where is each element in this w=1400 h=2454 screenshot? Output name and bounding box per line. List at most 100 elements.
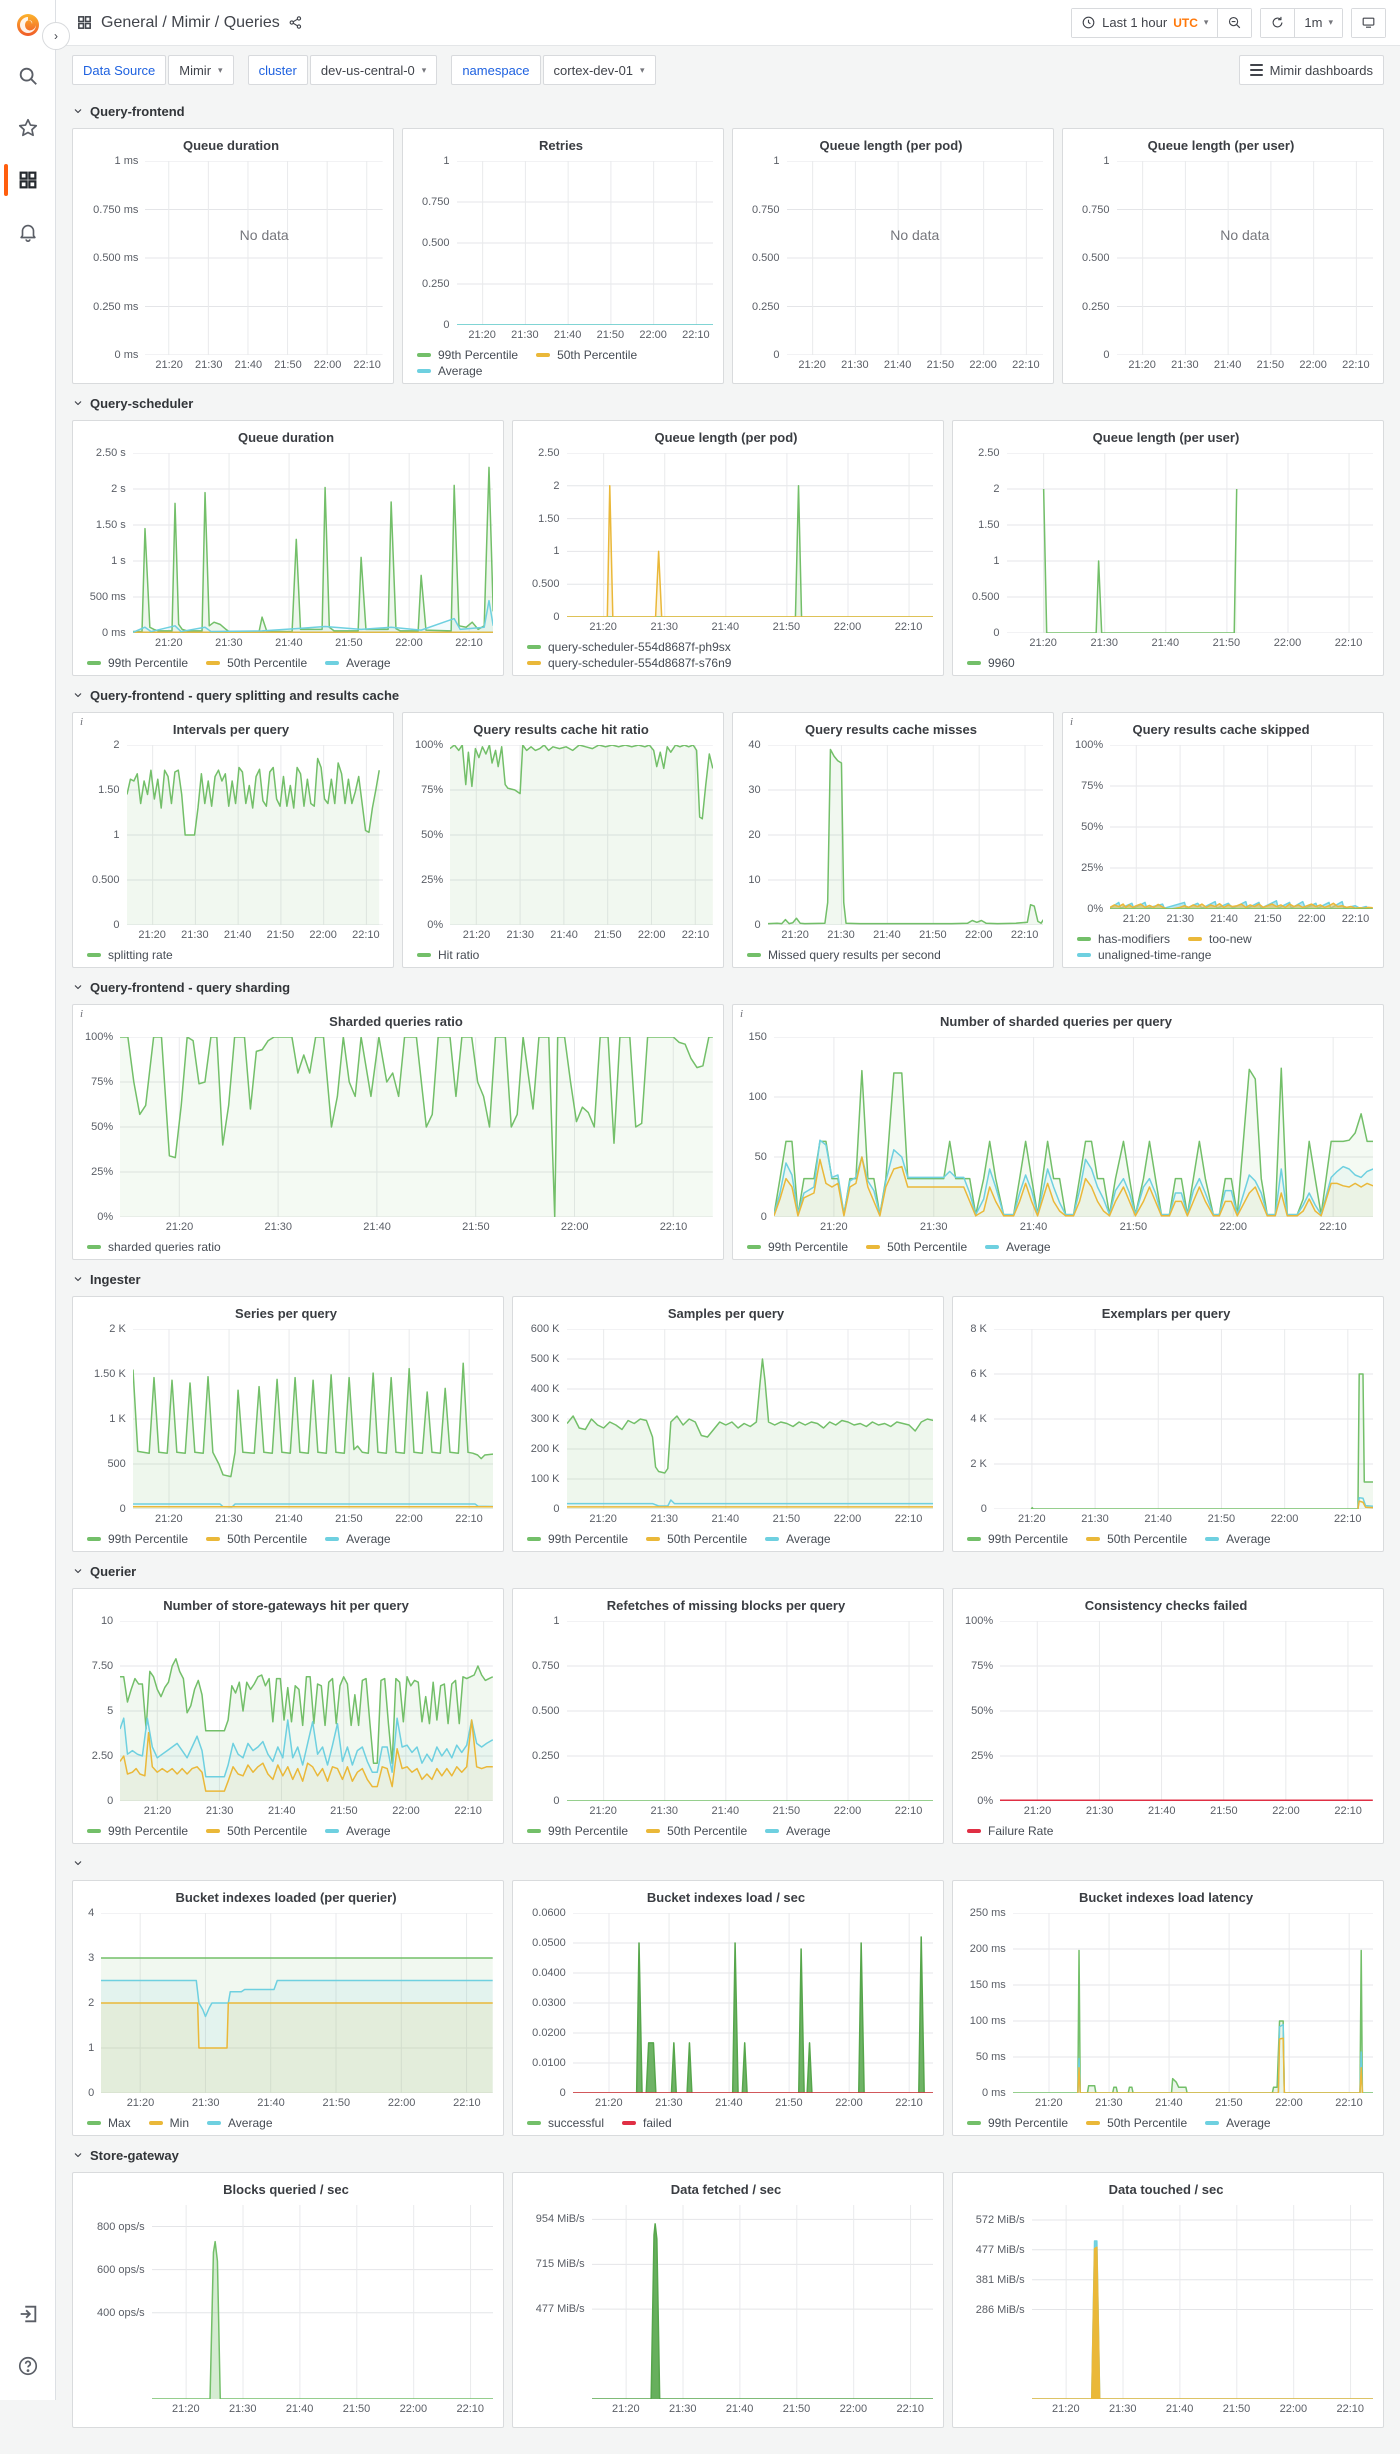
chart-plot[interactable]: No data bbox=[787, 161, 1044, 355]
legend-item[interactable]: 99th Percentile bbox=[527, 1532, 628, 1546]
panel-title[interactable]: Queue length (per pod) bbox=[654, 430, 798, 445]
row-header[interactable] bbox=[72, 1850, 1384, 1876]
panel-title[interactable]: Series per query bbox=[235, 1306, 337, 1321]
chart-plot[interactable] bbox=[1000, 1621, 1373, 1801]
legend-item[interactable]: sharded queries ratio bbox=[87, 1240, 221, 1254]
legend-item[interactable]: 50th Percentile bbox=[646, 1532, 747, 1546]
legend-item[interactable]: 99th Percentile bbox=[417, 348, 518, 362]
info-icon[interactable]: i bbox=[80, 716, 84, 728]
help-icon[interactable] bbox=[0, 2340, 56, 2392]
legend-item[interactable]: 9960 bbox=[967, 656, 1015, 670]
chart-plot[interactable] bbox=[101, 1913, 493, 2093]
legend-item[interactable]: successful bbox=[527, 2116, 604, 2130]
panel-title[interactable]: Queue length (per user) bbox=[1092, 430, 1240, 445]
chart-plot[interactable] bbox=[773, 1037, 1373, 1217]
legend-item[interactable]: Average bbox=[325, 1532, 391, 1546]
legend-item[interactable]: 99th Percentile bbox=[87, 1532, 188, 1546]
panel-title[interactable]: Query results cache hit ratio bbox=[473, 722, 649, 737]
chart-plot[interactable] bbox=[132, 1329, 493, 1509]
legend-item[interactable]: Missed query results per second bbox=[747, 948, 941, 962]
legend-item[interactable]: Average bbox=[325, 656, 391, 670]
panel-title[interactable]: Bucket indexes load latency bbox=[1078, 1890, 1254, 1905]
variable-value-dropdown[interactable]: dev-us-central-0 ▾ bbox=[309, 55, 438, 85]
info-icon[interactable]: i bbox=[1070, 716, 1074, 728]
chart-plot[interactable]: No data bbox=[1117, 161, 1374, 355]
legend-item[interactable]: 50th Percentile bbox=[206, 1532, 307, 1546]
chart-plot[interactable] bbox=[591, 2205, 933, 2399]
legend-item[interactable]: splitting rate bbox=[87, 948, 173, 962]
legend-item[interactable]: Average bbox=[1205, 2116, 1271, 2130]
panel-title[interactable]: Query results cache skipped bbox=[1132, 722, 1310, 737]
refresh-button[interactable] bbox=[1261, 8, 1295, 37]
legend-item[interactable]: unaligned-time-range bbox=[1077, 948, 1211, 962]
chart-plot[interactable] bbox=[120, 1037, 713, 1217]
alerting-bell-icon[interactable] bbox=[0, 206, 56, 258]
chart-plot[interactable] bbox=[994, 1329, 1373, 1509]
row-header[interactable]: Query-frontend bbox=[72, 98, 1384, 124]
panel-title[interactable]: Data touched / sec bbox=[1108, 2182, 1224, 2197]
legend-item[interactable]: Max bbox=[87, 2116, 131, 2130]
row-header[interactable]: Querier bbox=[72, 1558, 1384, 1584]
mimir-dashboards-button[interactable]: Mimir dashboards bbox=[1238, 55, 1384, 85]
chart-plot[interactable] bbox=[126, 745, 384, 925]
chart-plot[interactable] bbox=[450, 745, 713, 925]
panel-title[interactable]: Exemplars per query bbox=[1101, 1306, 1231, 1321]
panel-title[interactable]: Queue duration bbox=[182, 138, 280, 153]
panel-title[interactable]: Consistency checks failed bbox=[1084, 1598, 1248, 1613]
chart-plot[interactable] bbox=[1012, 1913, 1373, 2093]
legend-item[interactable]: 99th Percentile bbox=[87, 656, 188, 670]
legend-item[interactable]: 99th Percentile bbox=[967, 1532, 1068, 1546]
tv-mode-button[interactable] bbox=[1352, 8, 1385, 37]
row-header[interactable]: Ingester bbox=[72, 1266, 1384, 1292]
panel-title[interactable]: Retries bbox=[538, 138, 584, 153]
legend-item[interactable]: query-scheduler-554d8687f-s76n9 bbox=[527, 656, 731, 670]
variable-value-dropdown[interactable]: Mimir ▾ bbox=[168, 55, 234, 85]
panel-title[interactable]: Number of store-gateways hit per query bbox=[163, 1598, 409, 1613]
sign-in-icon[interactable] bbox=[0, 2288, 56, 2340]
chart-plot[interactable] bbox=[1007, 453, 1374, 633]
panel-title[interactable]: Number of sharded queries per query bbox=[940, 1014, 1172, 1029]
time-range-picker[interactable]: Last 1 hour UTC ▾ bbox=[1072, 8, 1218, 37]
row-header[interactable]: Query-scheduler bbox=[72, 390, 1384, 416]
legend-item[interactable]: 50th Percentile bbox=[206, 656, 307, 670]
refresh-interval-picker[interactable]: 1m ▾ bbox=[1294, 8, 1342, 37]
chart-plot[interactable] bbox=[566, 1329, 933, 1509]
panel-title[interactable]: Data fetched / sec bbox=[670, 2182, 782, 2197]
panel-title[interactable]: Queue duration bbox=[237, 430, 335, 445]
chart-plot[interactable] bbox=[120, 1621, 493, 1801]
chart-plot[interactable] bbox=[767, 745, 1043, 925]
variable-value-dropdown[interactable]: cortex-dev-01 ▾ bbox=[542, 55, 656, 85]
panel-title[interactable]: Queue length (per pod) bbox=[819, 138, 963, 153]
chart-plot[interactable] bbox=[151, 2205, 493, 2399]
panel-title[interactable]: Samples per query bbox=[667, 1306, 785, 1321]
chart-plot[interactable] bbox=[132, 453, 493, 633]
legend-item[interactable]: Hit ratio bbox=[417, 948, 479, 962]
legend-item[interactable]: Failure Rate bbox=[967, 1824, 1053, 1838]
legend-item[interactable]: 99th Percentile bbox=[967, 2116, 1068, 2130]
chart-plot[interactable] bbox=[572, 1913, 933, 2093]
dashboards-icon[interactable] bbox=[0, 154, 56, 206]
legend-item[interactable]: 50th Percentile bbox=[1086, 1532, 1187, 1546]
legend-item[interactable]: has-modifiers bbox=[1077, 932, 1170, 946]
row-header[interactable]: Store-gateway bbox=[72, 2142, 1384, 2168]
panel-title[interactable]: Sharded queries ratio bbox=[329, 1014, 463, 1029]
legend-item[interactable]: 99th Percentile bbox=[87, 1824, 188, 1838]
chart-plot[interactable] bbox=[1031, 2205, 1373, 2399]
legend-item[interactable]: Average bbox=[985, 1240, 1051, 1254]
legend-item[interactable]: 50th Percentile bbox=[866, 1240, 967, 1254]
legend-item[interactable]: 99th Percentile bbox=[527, 1824, 628, 1838]
legend-item[interactable]: Average bbox=[1205, 1532, 1271, 1546]
chart-plot[interactable]: No data bbox=[145, 161, 383, 355]
chart-plot[interactable] bbox=[1110, 745, 1373, 909]
legend-item[interactable]: Average bbox=[765, 1532, 831, 1546]
grafana-logo-icon[interactable] bbox=[0, 0, 56, 50]
panel-title[interactable]: Bucket indexes load / sec bbox=[646, 1890, 806, 1905]
info-icon[interactable]: i bbox=[80, 1008, 84, 1020]
legend-item[interactable]: query-scheduler-554d8687f-ph9sx bbox=[527, 640, 731, 654]
legend-item[interactable]: 50th Percentile bbox=[646, 1824, 747, 1838]
chart-plot[interactable] bbox=[457, 161, 714, 325]
legend-item[interactable]: Average bbox=[417, 364, 482, 378]
panel-title[interactable]: Refetches of missing blocks per query bbox=[606, 1598, 846, 1613]
legend-item[interactable]: 99th Percentile bbox=[747, 1240, 848, 1254]
row-header[interactable]: Query-frontend - query sharding bbox=[72, 974, 1384, 1000]
